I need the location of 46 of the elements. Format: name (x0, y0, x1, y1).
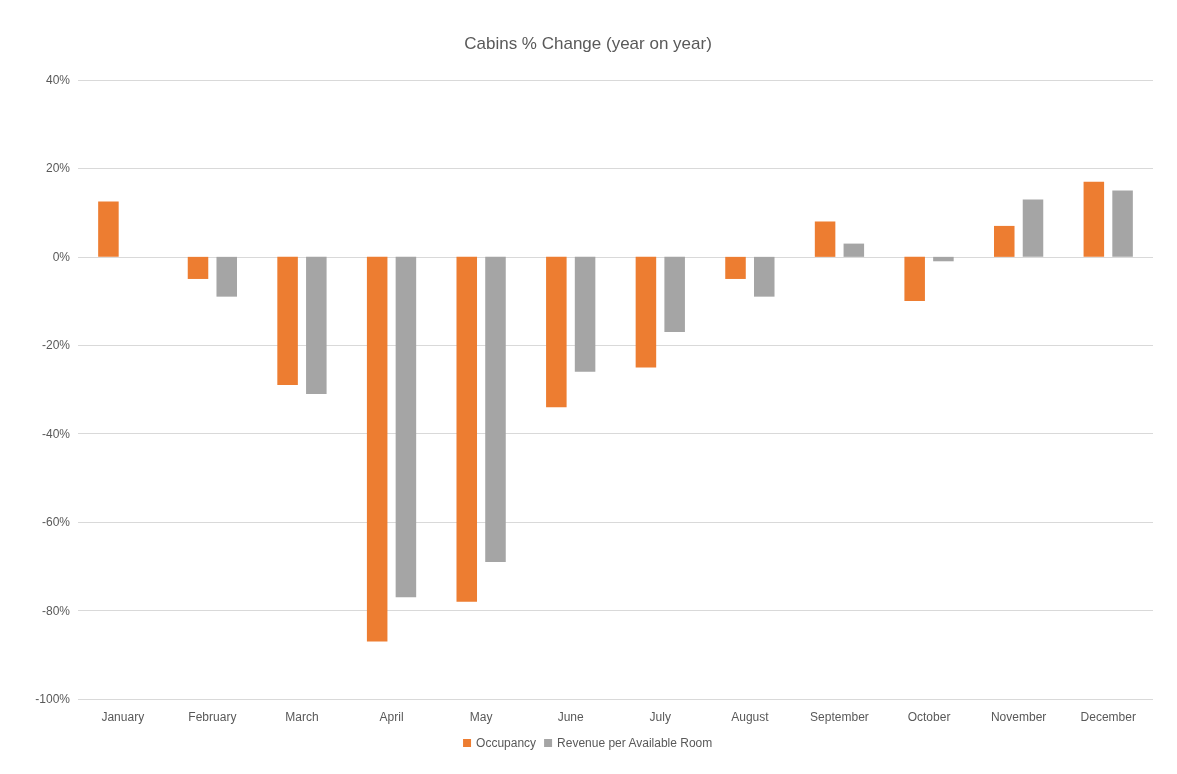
bar (216, 256, 238, 297)
bar (98, 201, 119, 257)
bar (574, 256, 596, 372)
bar (814, 221, 836, 257)
bar (485, 256, 506, 562)
x-tick-label: September (810, 710, 869, 724)
y-tick-label: -100% (35, 692, 71, 706)
bar (664, 256, 685, 333)
x-tick-label: December (1080, 710, 1136, 724)
bar (1112, 190, 1133, 257)
bar (933, 256, 954, 262)
bar (395, 256, 417, 598)
legend-label: Revenue per Available Room (557, 736, 713, 750)
bar (1083, 181, 1105, 257)
x-tick-label: July (649, 710, 671, 724)
y-tick-label: -40% (41, 426, 71, 441)
x-tick-label: March (285, 710, 319, 724)
bar (366, 256, 388, 642)
x-tick-label: April (379, 710, 404, 724)
y-tick-label: 0% (52, 249, 71, 264)
x-tick-label: August (731, 710, 770, 724)
y-tick-label: 40% (45, 73, 71, 87)
x-tick-label: May (469, 710, 493, 724)
x-tick-label: June (557, 710, 585, 724)
x-tick-label: February (188, 710, 237, 724)
x-tick-label: November (990, 710, 1047, 724)
bar (635, 256, 657, 368)
bar (1022, 199, 1044, 257)
chart-title: Cabins % Change (year on year) (464, 34, 712, 53)
y-tick-label: -20% (41, 338, 71, 353)
bar (277, 256, 298, 386)
x-tick-label: January (101, 710, 145, 724)
bar (753, 256, 775, 297)
y-tick-label: -80% (41, 603, 71, 618)
bar (306, 256, 327, 394)
legend-label: Occupancy (476, 736, 537, 750)
bar (843, 243, 865, 257)
y-tick-label: 20% (45, 161, 71, 176)
y-tick-label: -60% (41, 515, 71, 530)
bar (187, 256, 209, 279)
bar (725, 256, 746, 279)
bar (456, 256, 478, 602)
bar (546, 256, 567, 408)
bar (904, 256, 925, 302)
x-tick-label: October (907, 710, 951, 724)
bar (993, 225, 1015, 257)
